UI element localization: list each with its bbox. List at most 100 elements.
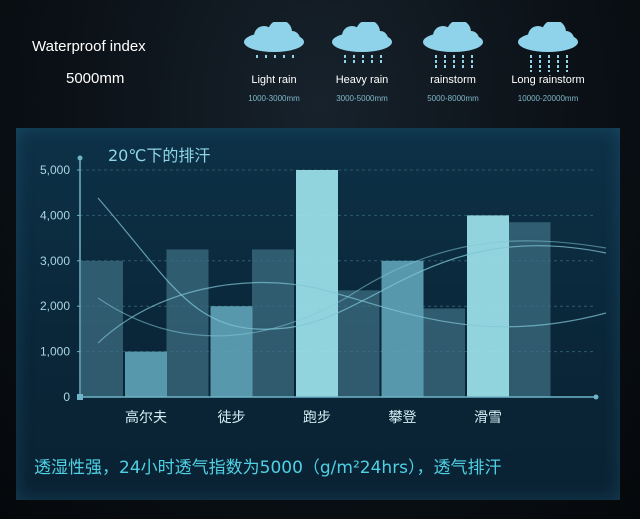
background-bar xyxy=(337,290,380,397)
x-axis-cap xyxy=(593,394,599,400)
bar-2 xyxy=(210,306,253,397)
axis-origin xyxy=(77,394,83,400)
rain-drop xyxy=(444,65,446,68)
cloud-rain-icon xyxy=(518,22,578,72)
rain-drop xyxy=(471,55,473,58)
y-axis-cap xyxy=(77,155,83,161)
rain-drop xyxy=(362,60,364,63)
cloud-shape xyxy=(372,31,388,47)
rain-drop xyxy=(344,55,346,58)
background-bar xyxy=(81,260,123,397)
rain-level-range: 5000-8000mm xyxy=(427,94,479,103)
rain-drop xyxy=(380,60,382,63)
chart-title: 20℃下的排汗 xyxy=(108,146,210,165)
bar-1 xyxy=(125,351,167,397)
rain-drop xyxy=(539,60,541,63)
breathability-caption: 透湿性强，24小时透气指数为5000（g/m²24hrs），透气排汗 xyxy=(34,458,502,478)
cloud-rain-icon xyxy=(423,22,483,68)
x-tick-label: 滑雪 xyxy=(474,409,502,426)
rain-level-rainstorm: rainstorm 5000-8000mm xyxy=(403,22,503,103)
rain-level-range: 10000-20000mm xyxy=(517,94,579,103)
rain-drop xyxy=(548,65,550,68)
rain-drop xyxy=(530,70,532,72)
rain-drop xyxy=(548,60,550,63)
rain-drop xyxy=(557,70,559,72)
x-tick-label: 跑步 xyxy=(303,410,331,426)
rain-drop xyxy=(462,60,464,63)
rain-drop xyxy=(566,65,568,68)
rain-drop xyxy=(548,55,550,58)
decorative-curve xyxy=(97,281,607,344)
x-tick-label: 攀登 xyxy=(389,410,417,426)
rain-drop xyxy=(548,70,550,72)
rain-drop xyxy=(371,60,373,63)
rain-drop xyxy=(344,60,346,63)
rain-level-name: Light rain xyxy=(251,74,297,86)
rain-drop xyxy=(453,55,455,58)
rain-drop xyxy=(283,55,285,58)
rain-drop xyxy=(566,60,568,63)
rain-drop xyxy=(256,55,258,58)
cloud-shape xyxy=(558,31,574,47)
rain-drop xyxy=(557,60,559,63)
rain-drop xyxy=(353,55,355,58)
rain-level-range: 1000-3000mm xyxy=(248,94,300,103)
rain-drop xyxy=(435,55,437,58)
rain-drop xyxy=(435,60,437,63)
perspiration-bar-chart: 0 1,000 2,000 3,000 4,000 5,000 高尔夫 徒步 跑步 攀登 滑雪 20℃… xyxy=(40,146,607,426)
cloud-rain-icon xyxy=(332,22,392,63)
y-tick-label: 0 xyxy=(63,390,70,404)
rain-drop xyxy=(530,65,532,68)
cloud-shape xyxy=(284,31,300,47)
rain-drop xyxy=(530,60,532,63)
rain-drop xyxy=(453,65,455,68)
rain-level-long-rainstorm: Long rainstorm 10000-20000mm xyxy=(498,22,598,103)
rain-drop xyxy=(471,60,473,63)
y-tick-label: 4,000 xyxy=(40,208,70,222)
background-bar xyxy=(166,249,209,397)
rain-drop xyxy=(539,70,541,72)
rain-drop xyxy=(274,55,276,58)
rain-drop xyxy=(362,55,364,58)
waterproof-title: Waterproof index xyxy=(32,38,146,55)
cloud-shape xyxy=(463,31,479,47)
rain-level-heavy: Heavy rain 3000-5000mm xyxy=(312,22,412,103)
background-bar xyxy=(252,249,294,397)
decorative-curve xyxy=(97,240,607,337)
rain-drop xyxy=(265,55,267,58)
rain-drop xyxy=(435,65,437,68)
rain-drop xyxy=(444,55,446,58)
rain-drop xyxy=(371,55,373,58)
rain-drop xyxy=(453,60,455,63)
x-tick-label: 高尔夫 xyxy=(125,409,167,426)
rain-drop xyxy=(462,55,464,58)
y-tick-label: 3,000 xyxy=(40,254,70,268)
rain-drop xyxy=(530,55,532,58)
rain-drop xyxy=(539,65,541,68)
y-tick-label: 5,000 xyxy=(40,163,70,177)
rain-drop xyxy=(353,60,355,63)
bar-3 xyxy=(296,170,338,397)
rain-level-name: rainstorm xyxy=(430,74,476,86)
rain-drop xyxy=(557,55,559,58)
rain-drop xyxy=(444,60,446,63)
chart-panel: 0 1,000 2,000 3,000 4,000 5,000 高尔夫 徒步 跑步 攀登 滑雪 20℃… xyxy=(16,128,620,500)
y-tick-label: 2,000 xyxy=(40,299,70,313)
rain-drop xyxy=(539,55,541,58)
rain-drop xyxy=(380,55,382,58)
rain-drop xyxy=(566,55,568,58)
rain-drop xyxy=(557,65,559,68)
bar-4 xyxy=(381,260,424,397)
waterproof-value: 5000mm xyxy=(66,70,125,87)
rain-level-name: Long rainstorm xyxy=(511,74,585,86)
rain-drop xyxy=(292,55,294,58)
rain-level-range: 3000-5000mm xyxy=(336,94,388,103)
background-bar xyxy=(508,222,551,397)
rain-drop xyxy=(471,65,473,68)
x-tick-label: 徒步 xyxy=(218,410,246,426)
cloud-rain-icon xyxy=(244,22,304,58)
y-tick-label: 1,000 xyxy=(40,345,70,359)
rain-drop xyxy=(462,65,464,68)
decorative-curve xyxy=(97,197,607,330)
rain-level-name: Heavy rain xyxy=(335,74,389,86)
